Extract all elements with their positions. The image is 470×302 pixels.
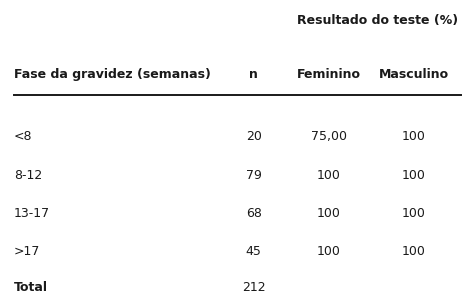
Text: 100: 100	[402, 130, 425, 143]
Text: 75,00: 75,00	[311, 130, 347, 143]
Text: 100: 100	[317, 169, 341, 182]
Text: Fase da gravidez (semanas): Fase da gravidez (semanas)	[14, 68, 211, 81]
Text: 100: 100	[317, 245, 341, 258]
Text: 13-17: 13-17	[14, 207, 50, 220]
Text: Feminino: Feminino	[297, 68, 361, 81]
Text: 100: 100	[402, 169, 425, 182]
Text: 100: 100	[402, 207, 425, 220]
Text: >17: >17	[14, 245, 40, 258]
Text: 68: 68	[246, 207, 262, 220]
Text: 100: 100	[402, 245, 425, 258]
Text: 20: 20	[246, 130, 262, 143]
Text: Resultado do teste (%): Resultado do teste (%)	[297, 14, 458, 27]
Text: 8-12: 8-12	[14, 169, 42, 182]
Text: Total: Total	[14, 281, 48, 294]
Text: 212: 212	[242, 281, 266, 294]
Text: Masculino: Masculino	[378, 68, 449, 81]
Text: 45: 45	[246, 245, 262, 258]
Text: <8: <8	[14, 130, 32, 143]
Text: 100: 100	[317, 207, 341, 220]
Text: n: n	[250, 68, 258, 81]
Text: 79: 79	[246, 169, 262, 182]
